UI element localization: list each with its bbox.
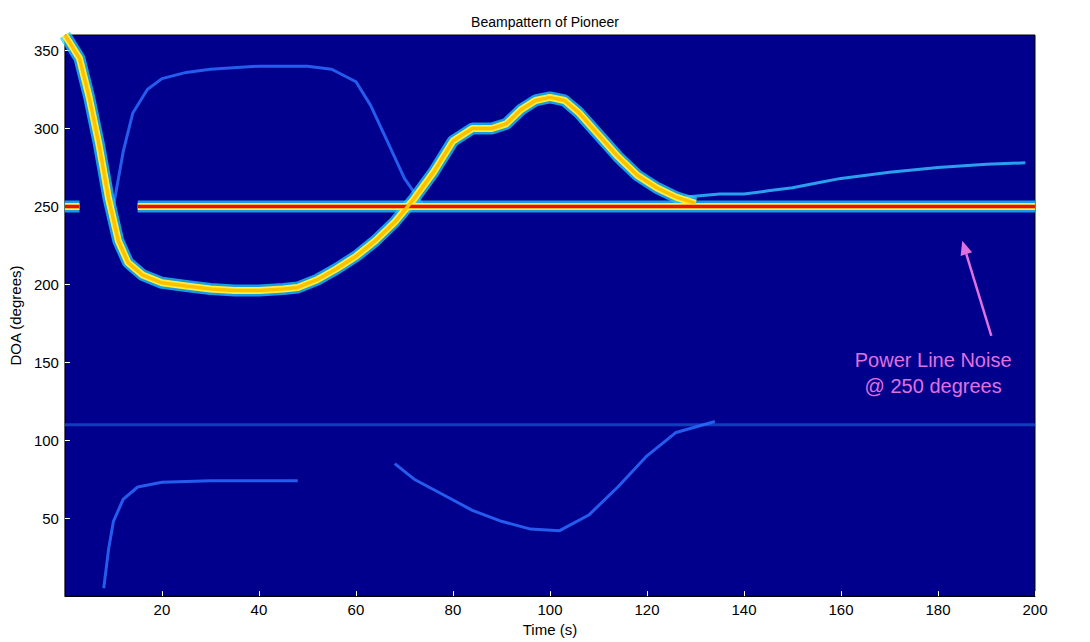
svg-text:100: 100 xyxy=(537,601,562,618)
svg-text:140: 140 xyxy=(731,601,756,618)
svg-text:60: 60 xyxy=(348,601,365,618)
svg-text:200: 200 xyxy=(1022,601,1047,618)
svg-text:40: 40 xyxy=(251,601,268,618)
svg-text:Time (s): Time (s) xyxy=(523,621,577,638)
svg-text:120: 120 xyxy=(634,601,659,618)
svg-text:300: 300 xyxy=(34,120,59,137)
svg-text:350: 350 xyxy=(34,42,59,59)
svg-text:50: 50 xyxy=(42,510,59,527)
svg-text:Power Line Noise: Power Line Noise xyxy=(855,349,1012,371)
svg-text:250: 250 xyxy=(34,198,59,215)
svg-text:20: 20 xyxy=(154,601,171,618)
svg-text:@ 250 degrees: @ 250 degrees xyxy=(865,375,1002,397)
svg-text:Beampattern of Pioneer: Beampattern of Pioneer xyxy=(471,14,619,30)
svg-text:180: 180 xyxy=(925,601,950,618)
svg-text:200: 200 xyxy=(34,276,59,293)
svg-text:DOA (degrees): DOA (degrees) xyxy=(7,266,24,366)
svg-text:100: 100 xyxy=(34,432,59,449)
svg-text:150: 150 xyxy=(34,354,59,371)
svg-text:160: 160 xyxy=(828,601,853,618)
svg-text:80: 80 xyxy=(445,601,462,618)
